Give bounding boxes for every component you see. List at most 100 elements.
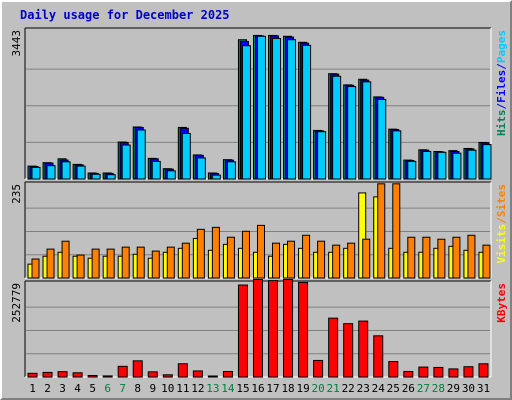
bar-kbytes-day-9 bbox=[147, 371, 158, 378]
x-tick-label-day-13: 13 bbox=[206, 382, 219, 395]
bar-sites-day-15 bbox=[241, 230, 250, 279]
bar-kbytes-day-5 bbox=[87, 375, 98, 378]
bar-pages-day-28 bbox=[437, 151, 447, 180]
bar-sites-day-30 bbox=[467, 234, 476, 279]
bar-kbytes-day-11 bbox=[177, 363, 188, 378]
x-tick-label-day-15: 15 bbox=[236, 382, 249, 395]
legend-entry: / bbox=[495, 103, 508, 110]
bar-kbytes-day-3 bbox=[57, 371, 68, 378]
bar-kbytes-day-30 bbox=[463, 366, 474, 378]
x-tick-label-day-19: 19 bbox=[296, 382, 309, 395]
legend-kbytes: KBytes bbox=[495, 283, 508, 323]
bar-pages-day-25 bbox=[392, 130, 402, 180]
bar-kbytes-day-16 bbox=[252, 279, 263, 378]
bar-pages-day-7 bbox=[121, 144, 131, 180]
x-tick-label-day-6: 6 bbox=[104, 382, 111, 395]
bar-sites-day-13 bbox=[211, 226, 220, 279]
x-tick-label-day-12: 12 bbox=[191, 382, 204, 395]
bar-sites-day-3 bbox=[61, 240, 70, 279]
x-tick-label-day-25: 25 bbox=[387, 382, 400, 395]
bar-kbytes-day-29 bbox=[448, 368, 459, 378]
x-tick-label-day-4: 4 bbox=[74, 382, 81, 395]
bar-sites-day-21 bbox=[332, 244, 341, 279]
x-tick-label-day-29: 29 bbox=[447, 382, 460, 395]
bar-sites-day-9 bbox=[151, 250, 160, 279]
bar-pages-day-29 bbox=[452, 152, 462, 180]
legend-entry: Sites bbox=[495, 184, 508, 217]
bar-kbytes-day-21 bbox=[328, 317, 339, 378]
x-tick-label-day-22: 22 bbox=[342, 382, 355, 395]
bar-pages-day-16 bbox=[256, 35, 266, 180]
bar-sites-day-14 bbox=[226, 236, 235, 279]
ymax-label-kbytes: 252779 bbox=[10, 283, 23, 323]
bar-sites-day-17 bbox=[272, 242, 281, 279]
bar-pages-day-1 bbox=[31, 166, 41, 180]
bar-kbytes-day-18 bbox=[283, 279, 294, 378]
ymax-label-visits: 235 bbox=[10, 184, 23, 204]
x-tick-label-day-23: 23 bbox=[357, 382, 370, 395]
x-tick-label-day-8: 8 bbox=[134, 382, 141, 395]
bar-sites-day-27 bbox=[422, 236, 431, 279]
x-tick-label-day-1: 1 bbox=[29, 382, 36, 395]
bar-pages-day-19 bbox=[302, 44, 312, 180]
bar-pages-day-4 bbox=[76, 165, 86, 180]
bar-pages-day-20 bbox=[317, 131, 327, 180]
bar-pages-day-17 bbox=[272, 37, 282, 180]
bar-pages-day-6 bbox=[106, 174, 116, 180]
bar-kbytes-day-25 bbox=[388, 361, 399, 378]
bar-pages-day-18 bbox=[287, 39, 297, 180]
bar-sites-day-4 bbox=[76, 254, 85, 279]
x-tick-label-day-30: 30 bbox=[462, 382, 475, 395]
bar-pages-day-21 bbox=[332, 75, 342, 180]
bar-kbytes-day-26 bbox=[403, 370, 414, 378]
bar-kbytes-day-1 bbox=[27, 372, 38, 378]
bar-kbytes-day-17 bbox=[268, 280, 279, 378]
bar-sites-day-23 bbox=[362, 238, 371, 279]
bar-sites-day-12 bbox=[196, 228, 205, 279]
legend-hits: Hits/Files/Pages bbox=[495, 30, 508, 136]
bar-sites-day-26 bbox=[407, 236, 416, 279]
bar-pages-day-11 bbox=[181, 132, 191, 180]
legend-entry: Pages bbox=[495, 30, 508, 63]
bar-pages-day-31 bbox=[482, 144, 492, 180]
x-tick-label-day-11: 11 bbox=[176, 382, 189, 395]
bar-pages-day-15 bbox=[241, 45, 251, 180]
bar-sites-day-7 bbox=[121, 246, 130, 279]
bar-kbytes-day-24 bbox=[373, 335, 384, 378]
bar-kbytes-day-6 bbox=[102, 375, 113, 378]
bar-kbytes-day-4 bbox=[72, 372, 83, 378]
ymax-label-hits: 3443 bbox=[10, 30, 23, 57]
bar-kbytes-day-22 bbox=[343, 323, 354, 378]
x-tick-label-day-14: 14 bbox=[221, 382, 235, 395]
bar-sites-day-29 bbox=[452, 236, 461, 279]
x-tick-label-day-16: 16 bbox=[251, 382, 264, 395]
bar-kbytes-day-7 bbox=[117, 365, 128, 378]
bar-pages-day-13 bbox=[211, 174, 221, 180]
legend-entry: / bbox=[495, 63, 508, 70]
x-tick-label-day-20: 20 bbox=[312, 382, 325, 395]
bar-kbytes-day-13 bbox=[207, 375, 218, 378]
bar-pages-day-14 bbox=[226, 161, 236, 180]
bar-pages-day-22 bbox=[347, 86, 357, 180]
bar-kbytes-day-27 bbox=[418, 366, 429, 378]
bar-pages-day-2 bbox=[46, 165, 56, 180]
x-tick-label-day-3: 3 bbox=[59, 382, 66, 395]
x-tick-label-day-5: 5 bbox=[89, 382, 96, 395]
x-tick-label-day-10: 10 bbox=[161, 382, 174, 395]
bar-kbytes-day-14 bbox=[222, 370, 233, 378]
bar-sites-day-31 bbox=[482, 244, 491, 279]
bar-pages-day-10 bbox=[166, 170, 176, 180]
x-tick-label-day-7: 7 bbox=[119, 382, 126, 395]
bar-pages-day-5 bbox=[91, 173, 101, 180]
legend-visits: Visits/Sites bbox=[495, 184, 508, 264]
bar-pages-day-9 bbox=[151, 160, 161, 180]
bar-sites-day-6 bbox=[106, 248, 115, 279]
bar-kbytes-day-8 bbox=[132, 360, 143, 378]
x-tick-label-day-31: 31 bbox=[477, 382, 490, 395]
x-tick-label-day-17: 17 bbox=[266, 382, 279, 395]
bar-sites-day-11 bbox=[181, 242, 190, 279]
bar-sites-day-18 bbox=[287, 240, 296, 279]
bar-kbytes-day-28 bbox=[433, 366, 444, 378]
